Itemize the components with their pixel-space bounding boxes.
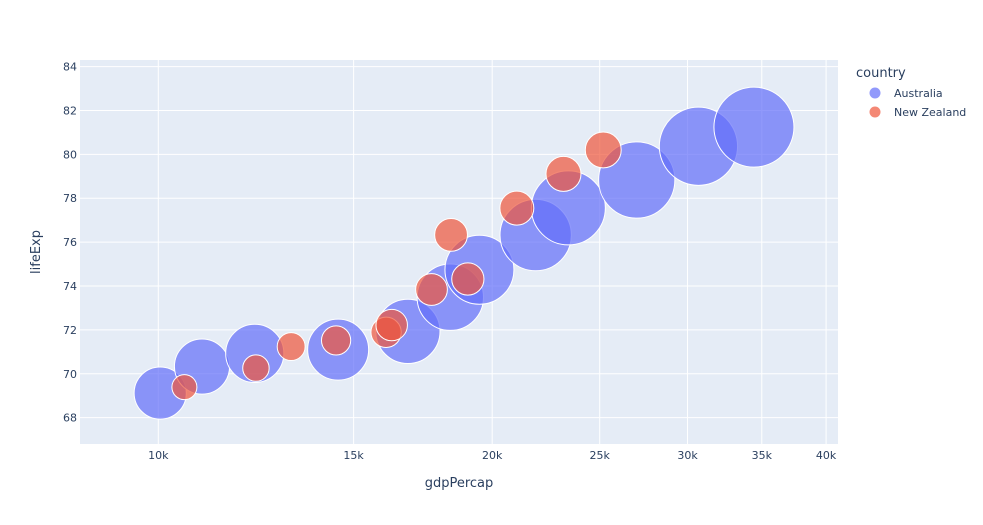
bubble-point[interactable] <box>451 262 485 296</box>
y-axis-ticks: 68 70 72 74 76 78 80 82 84 <box>63 61 77 425</box>
bubble-point[interactable] <box>499 190 535 226</box>
bubble-point[interactable] <box>584 131 622 169</box>
bubble-point[interactable] <box>242 354 270 382</box>
bubble-point[interactable] <box>713 86 795 168</box>
x-tick-label: 35k <box>752 449 773 462</box>
legend-item[interactable]: Australia <box>869 87 943 100</box>
x-tick-label: 25k <box>590 449 611 462</box>
y-tick-label: 82 <box>63 104 77 117</box>
bubble-point[interactable] <box>375 308 408 342</box>
bubble-point[interactable] <box>171 374 198 401</box>
y-tick-label: 68 <box>63 412 77 425</box>
bubble-point[interactable] <box>415 273 448 306</box>
y-tick-label: 72 <box>63 324 77 337</box>
bubble-point[interactable] <box>434 217 468 252</box>
y-tick-label: 80 <box>63 148 77 161</box>
y-tick-label: 78 <box>63 192 77 205</box>
series-australia <box>133 86 795 420</box>
y-tick-label: 70 <box>63 368 77 381</box>
legend-marker <box>869 106 881 118</box>
y-axis-title: lifeExp <box>29 230 44 274</box>
legend-marker <box>869 87 881 99</box>
legend-item[interactable]: New Zealand <box>869 106 967 119</box>
series-new-zealand <box>171 131 622 401</box>
x-tick-label: 20k <box>482 449 503 462</box>
x-axis-title: gdpPercap <box>425 476 494 491</box>
x-tick-label: 30k <box>677 449 698 462</box>
y-tick-label: 84 <box>63 61 77 74</box>
x-axis-ticks: 10k 15k 20k 25k 30k 35k 40k <box>148 449 837 462</box>
x-tick-label: 15k <box>343 449 364 462</box>
legend-label: Australia <box>894 87 943 100</box>
bubble-point[interactable] <box>545 155 582 192</box>
bubble-layer <box>133 86 795 420</box>
x-tick-label: 40k <box>816 449 837 462</box>
y-tick-label: 76 <box>63 236 77 249</box>
bubble-point[interactable] <box>320 325 352 356</box>
x-tick-label: 10k <box>148 449 169 462</box>
legend-label: New Zealand <box>894 106 966 119</box>
legend-title: country <box>856 66 906 81</box>
y-tick-label: 74 <box>63 280 77 293</box>
legend: country Australia New Zealand <box>856 66 966 119</box>
bubble-point[interactable] <box>276 332 306 362</box>
